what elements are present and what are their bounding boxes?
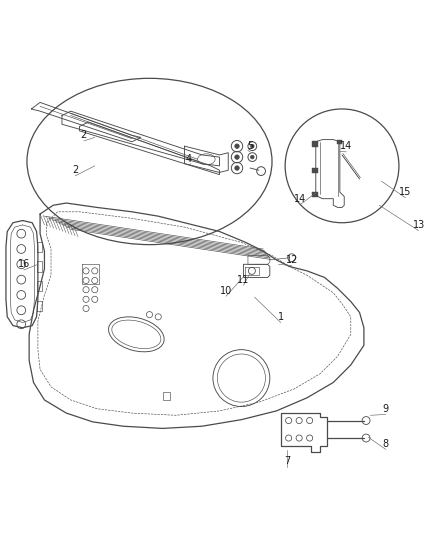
Text: 16: 16 bbox=[18, 260, 30, 269]
Bar bbox=[311, 141, 317, 147]
Text: 2: 2 bbox=[81, 130, 87, 140]
Bar bbox=[162, 392, 170, 400]
Text: 12: 12 bbox=[285, 255, 297, 265]
Text: 1: 1 bbox=[277, 312, 283, 322]
Text: 15: 15 bbox=[399, 187, 411, 197]
Text: 11: 11 bbox=[237, 274, 249, 285]
Text: 14: 14 bbox=[339, 141, 352, 151]
Text: 2: 2 bbox=[72, 165, 78, 175]
Circle shape bbox=[234, 166, 239, 170]
Bar bbox=[311, 192, 317, 197]
Text: 7: 7 bbox=[283, 456, 290, 466]
Text: 13: 13 bbox=[412, 220, 424, 230]
Text: 5: 5 bbox=[247, 141, 253, 151]
Circle shape bbox=[250, 144, 254, 148]
Text: 4: 4 bbox=[185, 154, 191, 164]
Circle shape bbox=[250, 155, 254, 159]
Text: 10: 10 bbox=[219, 286, 232, 296]
Circle shape bbox=[234, 144, 239, 148]
Bar bbox=[336, 140, 341, 144]
Text: 9: 9 bbox=[382, 403, 388, 414]
Circle shape bbox=[234, 155, 239, 159]
Text: 14: 14 bbox=[293, 193, 306, 204]
Bar bbox=[311, 167, 317, 173]
Text: 8: 8 bbox=[382, 439, 388, 449]
